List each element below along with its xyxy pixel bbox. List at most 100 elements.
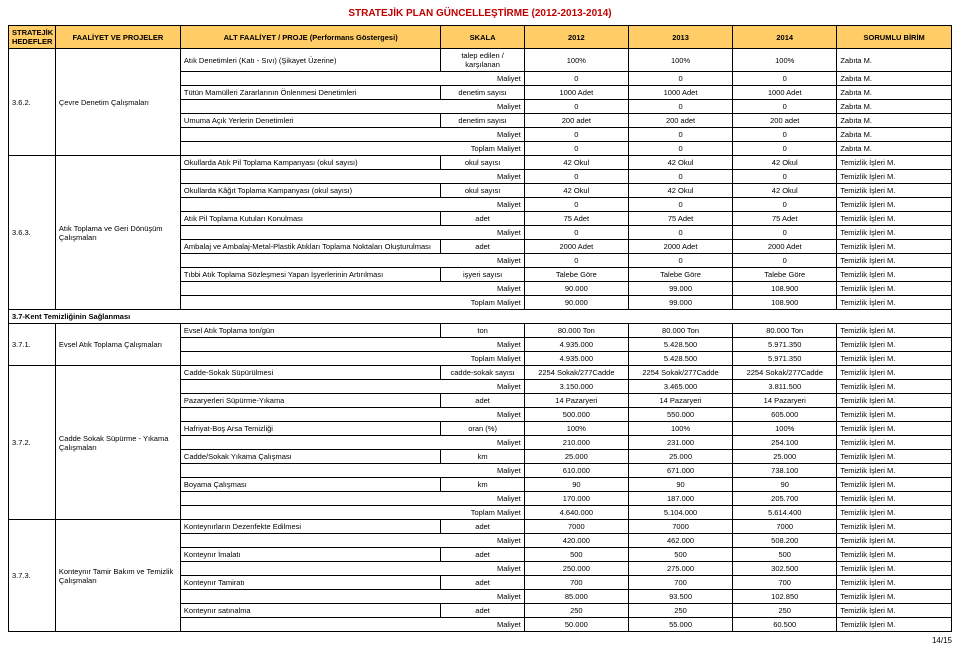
year-cell: 0	[628, 128, 732, 142]
birim-cell: Temizlik İşleri M.	[837, 254, 952, 268]
year-cell: 5.428.500	[628, 338, 732, 352]
year-cell: Talebe Göre	[733, 268, 837, 282]
year-cell: 508.200	[733, 534, 837, 548]
year-cell: 0	[733, 198, 837, 212]
year-cell: 0	[733, 254, 837, 268]
year-cell: 1000 Adet	[733, 86, 837, 100]
birim-cell: Temizlik İşleri M.	[837, 478, 952, 492]
year-cell: 170.000	[524, 492, 628, 506]
alt-cell: Umuma Açık Yerlerin Denetimleri	[180, 114, 441, 128]
alt-cell: Konteynır Tamiratı	[180, 576, 441, 590]
code-cell: 3.7.2.	[9, 366, 56, 520]
year-cell: 14 Pazaryeri	[628, 394, 732, 408]
alt-cell: Evsel Atık Toplama ton/gün	[180, 324, 441, 338]
year-cell: 5.614.400	[733, 506, 837, 520]
alt-cell: Hafriyat-Boş Arsa Temizliği	[180, 422, 441, 436]
birim-cell: Zabıta M.	[837, 86, 952, 100]
year-cell: 0	[733, 170, 837, 184]
year-cell: 0	[524, 170, 628, 184]
birim-cell: Temizlik İşleri M.	[837, 212, 952, 226]
birim-cell: Temizlik İşleri M.	[837, 590, 952, 604]
year-cell: 42 Okul	[628, 156, 732, 170]
year-cell: 80.000 Ton	[733, 324, 837, 338]
year-cell: 5.971.350	[733, 338, 837, 352]
year-cell: 700	[733, 576, 837, 590]
year-cell: 250.000	[524, 562, 628, 576]
year-cell: 0	[733, 142, 837, 156]
year-cell: 1000 Adet	[628, 86, 732, 100]
year-cell: 250	[524, 604, 628, 618]
birim-cell: Zabıta M.	[837, 49, 952, 72]
birim-cell: Temizlik İşleri M.	[837, 324, 952, 338]
alt-cell: Maliyet	[180, 128, 524, 142]
year-cell: 3.811.500	[733, 380, 837, 394]
year-cell: 200 adet	[524, 114, 628, 128]
code-cell: 3.6.2.	[9, 49, 56, 156]
year-cell: 100%	[524, 49, 628, 72]
alt-cell: Maliyet	[180, 436, 524, 450]
year-cell: 100%	[524, 422, 628, 436]
year-cell: 25.000	[628, 450, 732, 464]
skala-cell: adet	[441, 240, 524, 254]
alt-cell: Maliyet	[180, 100, 524, 114]
birim-cell: Temizlik İşleri M.	[837, 366, 952, 380]
alt-cell: Maliyet	[180, 492, 524, 506]
birim-cell: Temizlik İşleri M.	[837, 380, 952, 394]
year-cell: 75 Adet	[628, 212, 732, 226]
skala-cell: adet	[441, 576, 524, 590]
birim-cell: Temizlik İşleri M.	[837, 268, 952, 282]
year-cell: 500	[524, 548, 628, 562]
year-cell: 0	[524, 72, 628, 86]
year-cell: 0	[524, 198, 628, 212]
year-cell: 2254 Sokak/277Cadde	[524, 366, 628, 380]
alt-cell: Konteynır satınalma	[180, 604, 441, 618]
year-cell: 4.935.000	[524, 338, 628, 352]
alt-cell: Maliyet	[180, 338, 524, 352]
col-header: 2012	[524, 26, 628, 49]
skala-cell: oran (%)	[441, 422, 524, 436]
plan-table: STRATEJİK HEDEFLERFAALİYET VE PROJELERAL…	[8, 25, 952, 632]
year-cell: 254.100	[733, 436, 837, 450]
year-cell: 0	[524, 128, 628, 142]
birim-cell: Temizlik İşleri M.	[837, 562, 952, 576]
birim-cell: Temizlik İşleri M.	[837, 492, 952, 506]
alt-cell: Atık Denetimleri (Katı - Sıvı) (Şikayet …	[180, 49, 441, 72]
project-cell: Atık Toplama ve Geri Dönüşüm Çalışmaları	[55, 156, 180, 310]
alt-cell: Maliyet	[180, 408, 524, 422]
birim-cell: Temizlik İşleri M.	[837, 394, 952, 408]
alt-cell: Maliyet	[180, 254, 524, 268]
year-cell: 671.000	[628, 464, 732, 478]
year-cell: 200 adet	[628, 114, 732, 128]
year-cell: 14 Pazaryeri	[733, 394, 837, 408]
year-cell: 108.900	[733, 282, 837, 296]
table-row: 3.7.2.Cadde Sokak Süpürme - Yıkama Çalış…	[9, 366, 952, 380]
year-cell: 3.465.000	[628, 380, 732, 394]
year-cell: 0	[628, 226, 732, 240]
birim-cell: Temizlik İşleri M.	[837, 464, 952, 478]
year-cell: 0	[524, 254, 628, 268]
alt-cell: Tıbbi Atık Toplama Sözleşmesi Yapan İşye…	[180, 268, 441, 282]
year-cell: 5.971.350	[733, 352, 837, 366]
birim-cell: Temizlik İşleri M.	[837, 338, 952, 352]
year-cell: 7000	[524, 520, 628, 534]
year-cell: 500.000	[524, 408, 628, 422]
year-cell: 200 adet	[733, 114, 837, 128]
birim-cell: Temizlik İşleri M.	[837, 198, 952, 212]
skala-cell: km	[441, 478, 524, 492]
year-cell: 90	[628, 478, 732, 492]
birim-cell: Temizlik İşleri M.	[837, 436, 952, 450]
alt-cell: Toplam Maliyet	[180, 296, 524, 310]
skala-cell: denetim sayısı	[441, 86, 524, 100]
alt-cell: Maliyet	[180, 534, 524, 548]
birim-cell: Temizlik İşleri M.	[837, 548, 952, 562]
page-title: STRATEJİK PLAN GÜNCELLEŞTİRME (2012-2013…	[8, 8, 952, 19]
alt-cell: Maliyet	[180, 618, 524, 632]
alt-cell: Pazaryerleri Süpürme-Yıkama	[180, 394, 441, 408]
year-cell: 75 Adet	[733, 212, 837, 226]
year-cell: 0	[628, 254, 732, 268]
project-cell: Cadde Sokak Süpürme - Yıkama Çalışmaları	[55, 366, 180, 520]
year-cell: 50.000	[524, 618, 628, 632]
year-cell: 60.500	[733, 618, 837, 632]
skala-cell: okul sayısı	[441, 156, 524, 170]
skala-cell: cadde-sokak sayısı	[441, 366, 524, 380]
